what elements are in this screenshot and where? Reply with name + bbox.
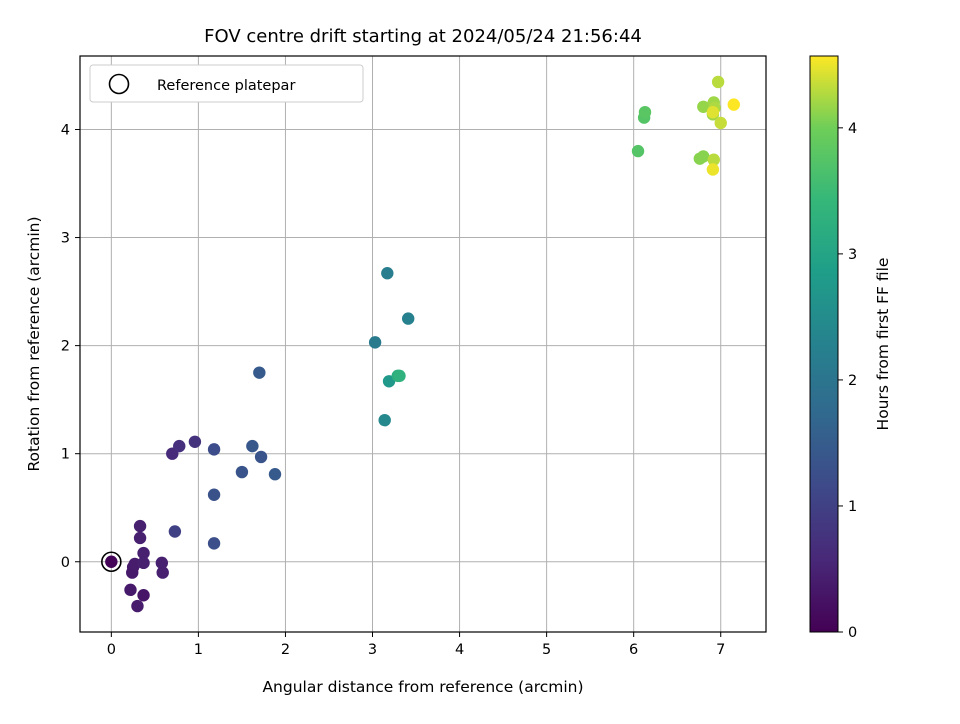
colorbar-tick-label: 4 (848, 121, 857, 137)
data-point (381, 267, 394, 280)
data-point (137, 556, 150, 570)
y-axis-label: Rotation from reference (arcmin) (25, 216, 43, 471)
data-point (707, 153, 720, 166)
chart-title: FOV centre drift starting at 2024/05/24 … (204, 26, 642, 47)
data-point (706, 105, 720, 119)
colorbar-gradient (809, 55, 839, 633)
data-point (207, 537, 221, 550)
x-tick-label: 0 (107, 642, 116, 658)
data-point (268, 468, 282, 481)
data-point (168, 525, 182, 538)
x-tick-label: 4 (455, 642, 464, 658)
colorbar-tick-label: 2 (848, 373, 857, 389)
colorbar-tick-label: 1 (848, 499, 857, 515)
data-point (697, 150, 710, 163)
data-point (246, 439, 259, 453)
data-point (714, 116, 727, 130)
data-point (137, 589, 150, 602)
x-tick-label: 1 (194, 642, 203, 658)
y-tick-label: 0 (61, 555, 70, 571)
plot-frame (79, 55, 767, 633)
data-point (105, 555, 118, 568)
x-tick-label: 2 (281, 642, 290, 658)
data-point (235, 465, 249, 479)
colorbar: 0 1 2 3 4 Hours from first FF file (809, 55, 892, 641)
data-point (402, 312, 415, 325)
legend-box (89, 64, 364, 103)
colorbar-label: Hours from first FF file (874, 258, 892, 431)
data-point (393, 369, 406, 383)
data-point (156, 566, 169, 579)
legend-marker-reference (108, 73, 130, 95)
x-tick-label: 6 (629, 642, 638, 658)
reference-platepar-marker (101, 551, 122, 573)
colorbar-tick-label: 3 (848, 247, 857, 263)
y-tick-label: 4 (61, 122, 70, 138)
data-point (188, 435, 202, 449)
data-point (131, 599, 144, 613)
data-point (155, 556, 169, 570)
data-point (631, 144, 645, 158)
data-point (706, 163, 720, 176)
data-point (133, 519, 147, 533)
data-point (368, 336, 382, 349)
data-point (124, 583, 137, 597)
x-tick-label: 3 (368, 642, 377, 658)
colorbar-ticks: 0 1 2 3 4 (838, 121, 857, 641)
data-point (638, 105, 652, 119)
y-tick-label: 2 (61, 339, 70, 355)
data-point (727, 98, 740, 111)
data-point (711, 75, 725, 89)
legend: Reference platepar (89, 64, 364, 103)
data-point (207, 443, 221, 456)
x-tick-label: 5 (542, 642, 551, 658)
data-point (207, 488, 221, 501)
data-point (133, 531, 147, 545)
y-axis-ticks: 0 1 2 3 4 (61, 122, 80, 571)
data-points (101, 75, 740, 613)
data-point (173, 439, 186, 453)
data-point (254, 450, 268, 464)
data-point (253, 366, 266, 379)
grid-lines (80, 56, 766, 632)
x-axis-ticks: 0 1 2 3 4 5 6 7 (107, 632, 725, 658)
y-tick-label: 1 (61, 447, 70, 463)
data-point (378, 413, 391, 427)
data-point (697, 100, 710, 113)
x-tick-label: 7 (716, 642, 725, 658)
y-tick-label: 3 (61, 231, 70, 247)
colorbar-tick-label: 0 (848, 625, 857, 641)
data-point (137, 546, 150, 560)
x-axis-label: Angular distance from reference (arcmin) (262, 678, 583, 696)
legend-entry-reference: Reference platepar (157, 78, 295, 94)
